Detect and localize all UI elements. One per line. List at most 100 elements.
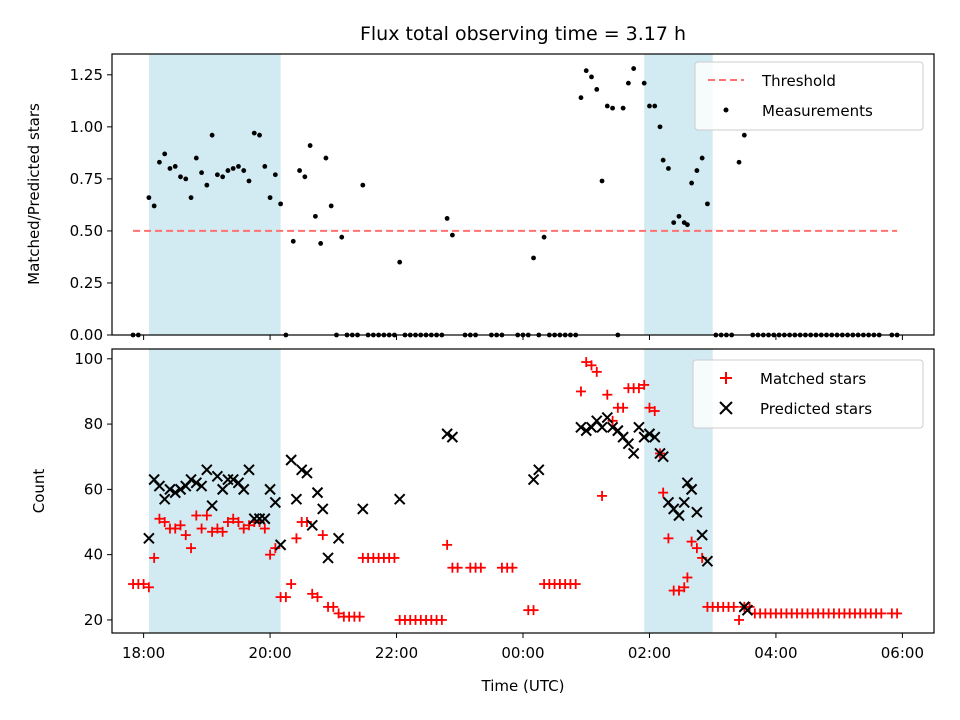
matched-star-marker [892,608,903,619]
matched-star-marker [228,513,239,524]
measurement-point [146,195,152,201]
matched-star-marker [679,582,690,593]
predicted-stars-series [143,411,754,616]
predicted-star-marker [206,499,218,512]
measurement-point [444,216,450,221]
matched-star-marker [186,543,197,554]
measurement-point [328,203,334,209]
predicted-star-marker [143,532,155,545]
predicted-star-marker [264,483,276,496]
predicted-star-marker [185,473,197,486]
measurement-point [323,155,329,161]
x-tick-label: 04:00 [754,644,797,662]
y-tick-label: 100 [74,350,103,368]
matched-star-marker [280,592,291,603]
measurement-point [230,166,236,171]
matched-star-marker [138,579,149,590]
measurement-point [685,222,690,228]
measurement-point [660,157,666,163]
y-tick-label: 60 [84,480,103,498]
matched-star-marker [663,533,674,544]
predicted-star-marker [301,467,313,479]
legend-matched-label: Matched stars [760,370,866,388]
predicted-star-marker [533,464,545,476]
matched-star-marker [633,383,644,394]
measurement-point [209,132,215,138]
measurement-point [594,86,600,92]
measurement-point [162,151,168,157]
measurement-point [241,168,247,173]
matched-star-marker [196,523,207,534]
predicted-star-marker [446,431,459,443]
matched-star-marker [442,539,453,550]
x-tick-label: 22:00 [375,644,418,662]
predicted-star-marker [696,529,708,541]
matched-star-marker [317,530,328,541]
measurement-point [151,203,157,209]
top-y-axis-label: Matched/Predicted stars [25,103,43,285]
predicted-star-marker [332,532,345,545]
top-panel: 0.00 0.25 0.50 0.75 1.00 1.25 Matched/Predict… [25,53,935,344]
matched-star-marker [286,579,297,590]
predicted-star-marker [601,411,614,424]
predicted-star-marker [317,503,329,515]
matched-star-marker [586,360,597,371]
y-tick-label: 0.75 [70,170,103,188]
matched-star-marker [876,608,887,619]
predicted-star-marker [441,428,453,440]
matched-star-marker [217,526,228,537]
y-tick-label: 1.00 [70,118,103,136]
predicted-star-marker [357,503,369,515]
measurement-point [220,174,226,180]
matched-star-marker [259,523,270,534]
matched-star-marker [238,523,249,534]
predicted-star-marker [393,493,406,505]
predicted-star-marker [158,493,171,505]
bottom-legend: Matched stars Predicted stars [692,359,924,429]
matched-star-marker [307,588,318,599]
legend-measurements-label: Measurements [762,102,873,120]
measurement-point [193,155,199,161]
matched-star-marker [682,572,693,583]
predicted-star-marker [306,519,318,531]
predicted-star-marker [153,480,166,492]
measurement-point [676,213,682,219]
matched-star-marker [658,487,669,498]
matched-star-marker [507,562,518,573]
bottom-axes: 18:00 20:00 22:00 00:00 02:00 04:00 06:00 20 40 6… [74,348,935,662]
measurement-point [183,176,189,182]
y-tick-label: 1.25 [70,66,103,84]
predicted-star-marker [285,454,297,466]
legend-predicted-swatch [719,401,733,415]
matched-star-marker [591,366,602,377]
measurement-point [631,66,637,71]
y-tick-label: 0.25 [70,274,103,292]
matched-star-marker [673,585,684,596]
top-axes: 0.00 0.25 0.50 0.75 1.00 1.25 [70,53,935,344]
measurement-point [641,80,647,86]
matched-stars-series [128,357,903,625]
measurement-point [531,255,536,261]
measurement-point [578,95,584,101]
measurement-point [741,132,747,138]
predicted-star-marker [627,447,640,460]
matched-star-marker [201,510,212,521]
measurement-point [360,182,366,188]
measurement-point [625,80,631,86]
measurement-point [599,178,605,184]
predicted-star-marker [685,483,698,496]
y-tick-label: 0.00 [70,326,103,344]
measurement-point [272,172,278,178]
measurement-point [267,195,273,201]
matched-star-marker [528,605,539,616]
matched-star-marker [575,386,586,397]
matched-star-marker [618,402,629,413]
predicted-star-marker [290,493,303,505]
measurement-point [204,182,210,188]
measurement-point [199,170,204,176]
matched-star-marker [244,520,254,531]
measurement-point [307,143,313,148]
matched-star-marker [691,543,702,554]
matched-star-marker [301,517,312,528]
matched-star-marker [649,406,660,417]
